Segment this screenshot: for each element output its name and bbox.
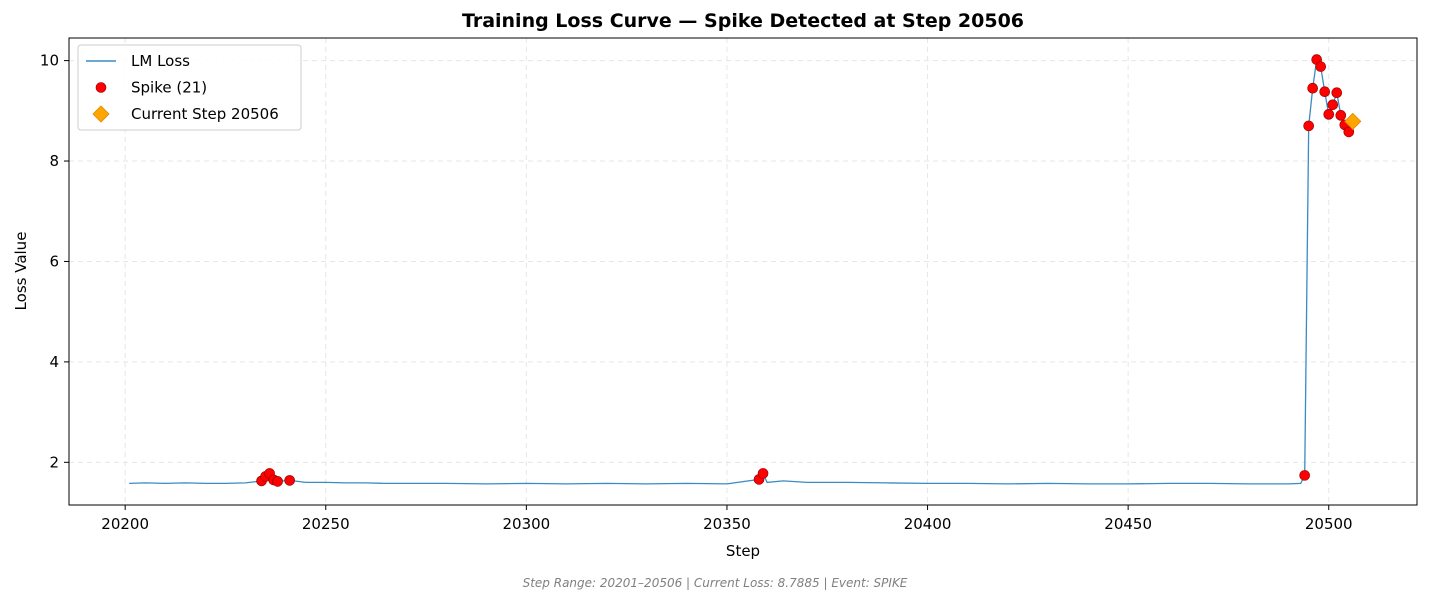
legend-label: LM Loss — [131, 52, 190, 70]
spike-point — [1303, 120, 1314, 132]
y-tick-label: 10 — [40, 52, 59, 70]
spike-point — [1307, 82, 1318, 94]
spike-point — [1343, 126, 1355, 138]
grid-lines — [69, 38, 1417, 505]
legend-dot-swatch — [95, 82, 107, 93]
x-tick-label: 20450 — [1104, 515, 1152, 533]
legend: LM Loss Spike (21) Current Step 20506 — [77, 44, 302, 131]
spike-point — [1323, 109, 1335, 120]
x-tick-label: 20200 — [101, 515, 149, 533]
spike-point — [272, 476, 283, 487]
plot-data — [129, 54, 1362, 487]
plot-frame — [68, 37, 1418, 506]
spike-point — [1315, 61, 1327, 72]
x-tick-label: 20300 — [502, 515, 550, 533]
legend-label: Spike (21) — [131, 79, 207, 97]
legend-diamond-swatch — [92, 105, 110, 123]
spike-point — [1319, 86, 1331, 98]
x-tick-label: 20350 — [703, 515, 751, 533]
spike-point — [1327, 99, 1339, 111]
spike-point — [284, 475, 295, 486]
y-axis-label: Loss Value — [12, 232, 30, 311]
spike-point — [1331, 87, 1343, 99]
footnote: Step Range: 20201–20506 | Current Loss: … — [523, 576, 908, 590]
x-tick-label: 20400 — [904, 515, 952, 533]
y-tick-label: 6 — [49, 252, 59, 270]
spike-point — [1299, 470, 1310, 481]
spike-point — [1335, 110, 1347, 121]
y-tick-label: 2 — [49, 453, 59, 471]
legend-box — [77, 44, 302, 131]
y-tick-label: 8 — [49, 152, 59, 170]
y-tick-label: 4 — [49, 353, 59, 371]
x-tick-label: 20500 — [1305, 515, 1353, 533]
spike-point — [757, 468, 769, 479]
current-step-marker — [1344, 112, 1362, 130]
x-tick-label: 20250 — [302, 515, 350, 533]
x-axis-label: Step — [726, 542, 760, 560]
legend-label: Current Step 20506 — [131, 105, 279, 123]
axis-ticks: 20200 20250 20300 20350 20400 20450 20500 2 4 6 8 1… — [40, 52, 1353, 533]
chart-title: Training Loss Curve — Spike Detected at … — [462, 10, 1024, 32]
lm-loss-line — [129, 57, 1354, 485]
